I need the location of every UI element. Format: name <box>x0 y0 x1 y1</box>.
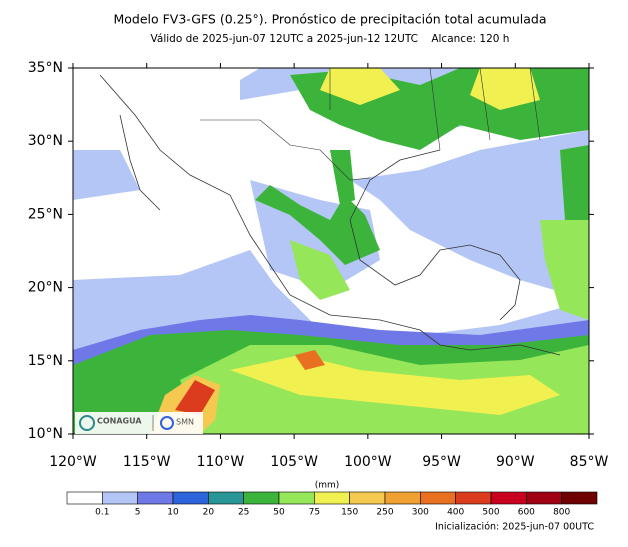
colorbar-unit: (mm) <box>315 481 340 491</box>
colorbar-swatch <box>490 491 527 505</box>
x-tick-label: 95°W <box>422 454 461 470</box>
colorbar-label: 5 <box>135 508 141 518</box>
logo-text: SMN <box>176 418 194 427</box>
colorbar-label: 20 <box>203 508 215 518</box>
x-tick-label: 100°W <box>344 454 392 470</box>
logo-box <box>75 412 203 434</box>
colorbar-label: 25 <box>238 508 249 518</box>
y-tick-label: 25°N <box>28 206 63 222</box>
colorbar-swatch <box>314 491 350 505</box>
colorbar-label: 150 <box>341 508 358 518</box>
colorbar-swatch <box>243 491 280 505</box>
y-tick-label: 15°N <box>28 353 63 369</box>
x-tick-label: 115°W <box>123 454 171 470</box>
x-tick-label: 110°W <box>197 454 245 470</box>
colorbar-label: 400 <box>447 508 464 518</box>
title: Modelo FV3-GFS (0.25°). Pronóstico de pr… <box>113 12 546 27</box>
colorbar-label: 600 <box>518 508 535 518</box>
colorbar-swatch <box>278 491 315 505</box>
colorbar-label: 10 <box>167 508 179 518</box>
map-frame <box>72 67 590 435</box>
colorbar-label: 500 <box>482 508 499 518</box>
y-tick-label: 30°N <box>28 133 63 149</box>
colorbar-swatch <box>102 491 138 505</box>
colorbar-label: 50 <box>273 508 285 518</box>
map <box>73 68 589 434</box>
logo-text: CONAGUA <box>97 417 142 426</box>
y-tick-label: 35°N <box>28 60 63 76</box>
subtitle: Válido de 2025-jun-07 12UTC a 2025-jun-1… <box>151 33 510 45</box>
colorbar-label: 800 <box>553 508 570 518</box>
x-tick-label: 105°W <box>270 454 318 470</box>
colorbar-swatch <box>561 491 598 505</box>
colorbar-swatch <box>208 491 244 505</box>
y-tick-label: 10°N <box>28 426 63 442</box>
colorbar-swatch <box>172 491 209 505</box>
footer: Inicialización: 2025-jun-07 00UTC <box>435 522 594 533</box>
colorbar-swatch <box>137 491 174 505</box>
y-tick-label: 20°N <box>28 280 63 296</box>
colorbar-label: 300 <box>412 508 429 518</box>
colorbar-swatch <box>526 491 562 505</box>
x-tick-label: 120°W <box>49 454 97 470</box>
x-tick-label: 85°W <box>570 454 609 470</box>
colorbar-swatch <box>349 491 386 505</box>
colorbar-swatch <box>455 491 492 505</box>
colorbar-swatch <box>384 491 421 505</box>
x-tick-label: 90°W <box>496 454 535 470</box>
colorbar-swatch <box>66 491 103 505</box>
colorbar-label: 0.1 <box>95 508 109 518</box>
colorbar-label: 250 <box>376 508 393 518</box>
colorbar-label: 75 <box>309 508 320 518</box>
colorbar-swatch <box>420 491 456 505</box>
